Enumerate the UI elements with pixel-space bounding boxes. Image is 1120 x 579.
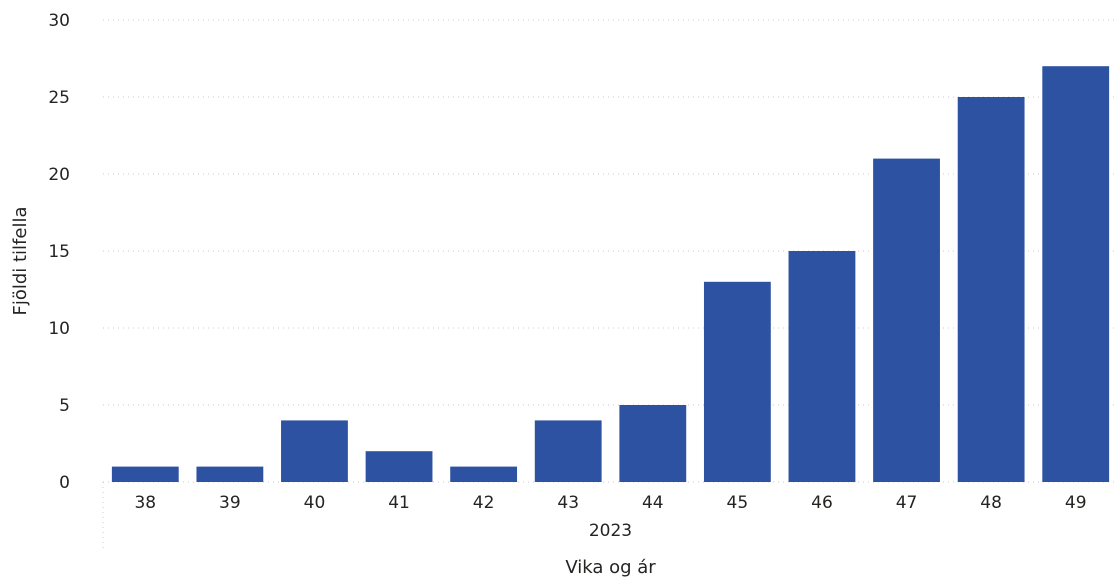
x-tick-label-46: 46 — [811, 493, 833, 513]
x-tick-label-42: 42 — [473, 493, 495, 513]
y-tick-label-25: 25 — [48, 88, 70, 108]
bar-week-39[interactable] — [196, 466, 264, 482]
bar-week-40[interactable] — [281, 420, 348, 482]
x-tick-label-44: 44 — [642, 493, 664, 513]
bar-week-45[interactable] — [703, 281, 771, 482]
y-axis-title: Fjöldi tilfella — [10, 206, 31, 315]
gridlines — [102, 19, 1118, 548]
y-tick-label-10: 10 — [48, 319, 70, 339]
x-tick-label-39: 39 — [219, 493, 241, 513]
bar-week-41[interactable] — [365, 451, 433, 482]
x-tick-label-49: 49 — [1065, 493, 1087, 513]
bar-week-42[interactable] — [450, 466, 518, 482]
y-tick-label-15: 15 — [48, 242, 70, 262]
x-tick-label-43: 43 — [557, 493, 579, 513]
x-tick-label-40: 40 — [304, 493, 326, 513]
bar-week-43[interactable] — [534, 420, 602, 482]
x-axis-ticks: 38 39 40 41 42 43 44 45 46 47 48 49 — [134, 493, 1086, 513]
x-tick-label-47: 47 — [896, 493, 918, 513]
x-tick-label-38: 38 — [134, 493, 156, 513]
y-tick-label-20: 20 — [48, 165, 70, 185]
x-tick-label-41: 41 — [388, 493, 410, 513]
bar-week-49[interactable] — [1042, 66, 1110, 482]
bar-week-44[interactable] — [619, 405, 687, 482]
bar-week-38[interactable] — [111, 466, 179, 482]
bar-week-48[interactable] — [957, 97, 1025, 482]
y-tick-label-30: 30 — [48, 11, 70, 31]
x-tick-label-45: 45 — [727, 493, 749, 513]
x-axis-title: Vika og ár — [565, 557, 656, 578]
x-axis-group-label: 2023 — [589, 521, 632, 541]
bar-week-46[interactable] — [788, 251, 856, 482]
y-axis-ticks: 0 5 10 15 20 25 30 — [48, 11, 70, 493]
bar-week-47[interactable] — [873, 158, 940, 482]
bars — [111, 66, 1110, 482]
x-tick-label-48: 48 — [980, 493, 1002, 513]
y-tick-label-0: 0 — [59, 473, 70, 493]
y-tick-label-5: 5 — [59, 396, 70, 416]
